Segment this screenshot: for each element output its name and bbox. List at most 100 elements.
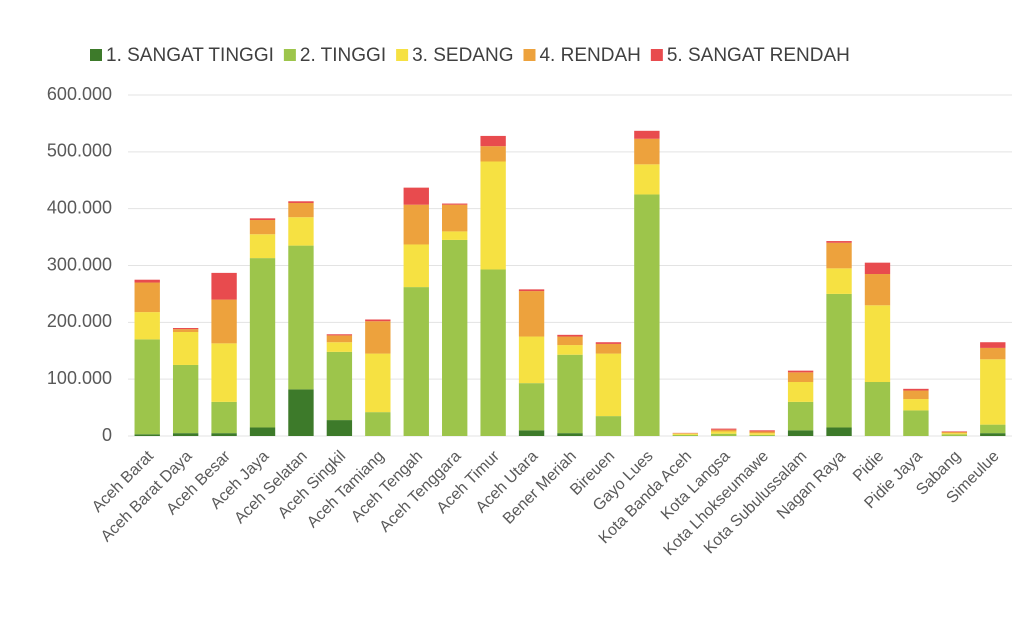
bar-segment	[326, 342, 353, 352]
bar-segment	[826, 427, 852, 436]
bar-segment	[172, 331, 199, 365]
bar-segment	[980, 433, 1006, 436]
bar-segment	[288, 389, 314, 436]
legend-swatch	[650, 49, 663, 61]
bar-segment	[249, 258, 276, 428]
bar-segment	[711, 431, 737, 434]
bar-segment	[249, 220, 276, 235]
bar-segment	[365, 319, 391, 322]
bar-segment	[172, 433, 199, 436]
bar-segment	[941, 432, 968, 434]
bar-segment	[941, 434, 968, 436]
bar-segment	[403, 187, 429, 205]
x-tick-label: Nagan Raya	[774, 448, 849, 523]
y-tick-label: 200.000	[47, 311, 112, 331]
bar-segment	[288, 217, 314, 246]
bar-segment	[672, 433, 698, 435]
legend-swatch	[283, 49, 296, 61]
bar-segment	[442, 239, 468, 436]
bar-segment	[518, 289, 545, 292]
bar-segment	[172, 364, 199, 434]
bar-segment	[980, 347, 1006, 360]
bar-segment	[134, 339, 160, 435]
legend-swatch	[396, 49, 409, 61]
bar-segment	[365, 353, 391, 413]
y-tick-label: 400.000	[47, 197, 112, 217]
bar-segment	[403, 244, 429, 288]
bar-segment	[211, 401, 237, 434]
bar-segment	[442, 203, 468, 205]
bar-segment	[634, 130, 660, 139]
legend-swatch	[90, 49, 102, 61]
bar-segment	[249, 234, 276, 259]
bar-segment	[749, 434, 775, 436]
y-tick-label: 0	[102, 425, 112, 445]
bar-segment	[903, 390, 929, 400]
bar-segment	[326, 420, 353, 436]
bar-segment	[211, 433, 237, 436]
bar-segment	[518, 336, 545, 384]
bar-segment	[941, 433, 968, 435]
bar-segment	[903, 399, 929, 411]
bar-segment	[672, 434, 698, 436]
legend-label: 5. SANGAT RENDAH	[667, 45, 850, 66]
bar-segment	[864, 382, 891, 436]
bar-segment	[480, 269, 506, 436]
legend-label: 4. RENDAH	[539, 45, 640, 66]
y-tick-label: 500.000	[47, 141, 112, 161]
bar-segment	[288, 245, 314, 390]
bar-segment	[134, 279, 160, 283]
legend-label: 2. TINGGI	[300, 45, 386, 66]
bar-segment	[480, 135, 506, 147]
bar-segment	[442, 204, 468, 232]
bar-segment	[518, 291, 545, 337]
bar-segment	[557, 433, 583, 436]
bar-segment	[711, 429, 737, 432]
bar-segment	[249, 427, 276, 436]
bar-segment	[826, 293, 852, 428]
bar-segment	[634, 164, 660, 195]
bar-segment	[480, 161, 506, 270]
y-tick-label: 100.000	[47, 368, 112, 388]
bar-segment	[826, 242, 852, 269]
bar-segment	[980, 342, 1006, 348]
bar-segment	[557, 334, 583, 337]
bar-segment	[211, 299, 237, 344]
bar-segment	[941, 431, 968, 433]
bar-segment	[787, 370, 814, 373]
bar-segment	[787, 372, 814, 383]
bar-segment	[595, 416, 622, 436]
y-tick-label: 600.000	[47, 84, 112, 104]
bar-segment	[903, 388, 929, 391]
bar-segment	[826, 241, 852, 243]
bar-segment	[595, 342, 622, 344]
bar-segment	[980, 359, 1006, 425]
bar-segment	[365, 321, 391, 354]
bar-segment	[634, 194, 660, 436]
bar-segment	[442, 231, 468, 240]
bar-segment	[211, 272, 237, 300]
bar-segment	[518, 383, 545, 431]
bar-segment	[403, 204, 429, 245]
bar-segment	[672, 433, 698, 434]
bar-segment	[749, 433, 775, 435]
bar-segment	[557, 354, 583, 434]
bar-segment	[711, 428, 737, 430]
bar-segment	[711, 433, 737, 436]
bar-segment	[326, 335, 353, 343]
legend-label: 3. SEDANG	[412, 45, 513, 66]
bar-segment	[211, 343, 237, 402]
bar-segment	[288, 201, 314, 203]
bar-segment	[557, 336, 583, 346]
bar-segment	[787, 430, 814, 436]
bar-segment	[634, 138, 660, 165]
bar-segment	[134, 434, 160, 436]
bar-segment	[903, 410, 929, 436]
bar-segment	[864, 262, 891, 275]
bar-segment	[980, 424, 1006, 434]
legend-swatch	[523, 49, 536, 61]
bar-segment	[826, 268, 852, 294]
bar-segment	[787, 382, 814, 402]
legend-label: 1. SANGAT TINGGI	[106, 45, 274, 66]
